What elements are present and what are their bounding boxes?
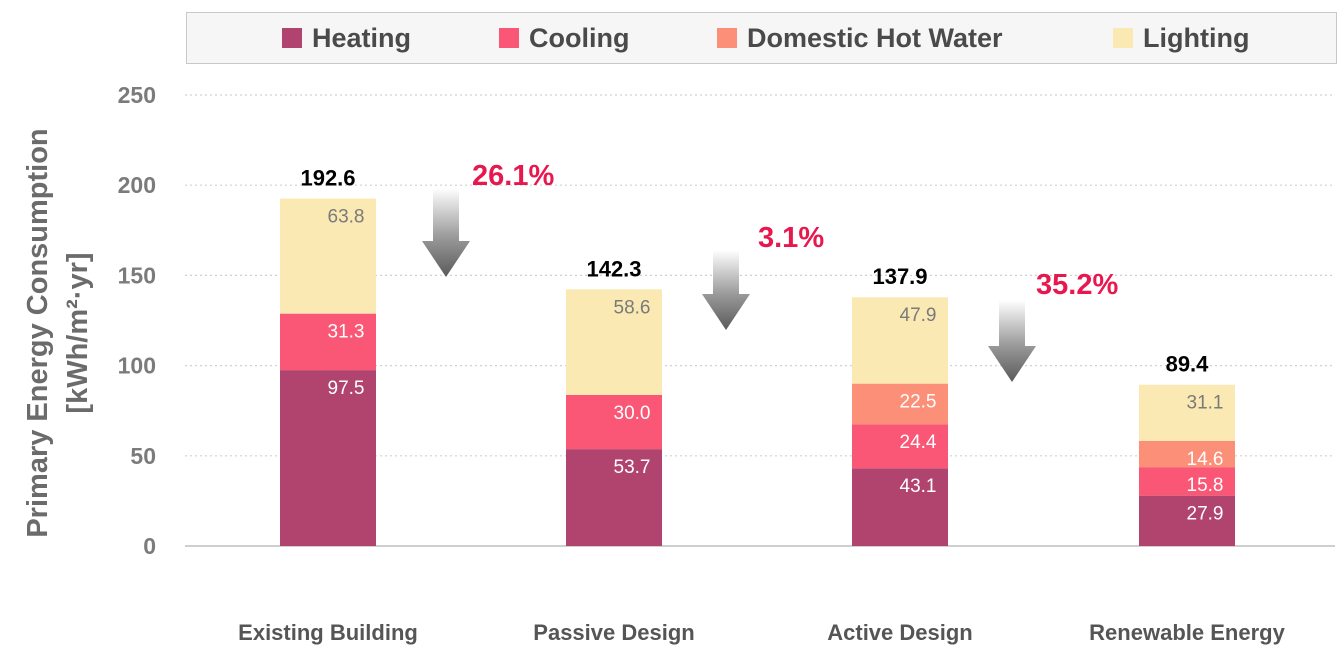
reduction-arrows: 26.1% 3.1% 35.2% [422,160,1118,382]
bar-stack: 53.7 30.0 58.6 142.3 [566,256,662,546]
bar-segment [566,449,662,546]
data-label: 14.6 [1187,449,1224,470]
total-label: 89.4 [1166,352,1210,377]
bars: 97.5 31.3 63.8 192.6 53.7 30.0 58.6 142.3 43.1 24… [280,166,1235,546]
bar-segment [566,395,662,450]
data-label: 58.6 [614,297,651,318]
down-arrow-icon [988,300,1036,382]
data-label: 27.9 [1187,504,1224,525]
bar-segment [566,289,662,396]
data-label: 15.8 [1187,475,1224,496]
bar-segment [1139,467,1235,496]
legend-swatch-lighting [1113,28,1133,48]
legend-label-cooling: Cooling [529,22,630,53]
legend: Heating Cooling Domestic Hot Water Light… [186,12,1337,64]
x-tick-label: Passive Design [533,620,694,645]
x-tick-label: Existing Building [238,620,418,645]
reduction-label: 3.1% [758,222,824,254]
legend-label-lighting: Lighting [1143,22,1250,53]
bar-segment [852,424,948,469]
data-label: 31.3 [328,322,365,343]
data-label: 43.1 [900,476,937,497]
legend-swatch-cooling [499,28,519,48]
down-arrow-icon [422,188,470,277]
bar-segment [1139,495,1235,546]
legend-swatch-domestic-hot-water [717,28,737,48]
y-axis-title-line1: Primary Energy Consumption [22,128,54,538]
reduction-arrow-group: 3.1% [702,222,824,330]
data-label: 47.9 [900,305,937,326]
reduction-arrow-group: 35.2% [988,269,1118,382]
data-label: 31.1 [1187,393,1224,414]
bar-segment [1139,440,1235,468]
legend-label-heating: Heating [312,22,412,53]
bar-segment [1139,384,1235,441]
bar-stack: 27.9 15.8 14.6 31.1 89.4 [1139,352,1235,546]
bar-segment [852,468,948,546]
data-label: 30.0 [614,403,651,424]
down-arrow-icon [702,250,750,330]
total-label: 192.6 [300,166,355,191]
bar-stack: 43.1 24.4 22.5 47.9 137.9 [852,264,948,546]
y-tick-label: 100 [118,353,156,379]
legend-item-domestic-hot-water: Domestic Hot Water [717,23,1003,53]
bar-segment [852,383,948,425]
y-tick-label: 150 [118,262,156,288]
bar-segment [280,198,376,314]
total-label: 142.3 [586,256,641,281]
y-tick-label: 250 [118,82,156,108]
reduction-label: 35.2% [1036,269,1118,301]
bar-segment [280,313,376,371]
x-tick-label: Active Design [827,620,973,645]
data-label: 97.5 [328,378,365,399]
x-tick-label: Renewable Energy [1089,620,1285,645]
y-tick-label: 200 [118,172,156,198]
y-axis-title: Primary Energy Consumption [kWh/m²·yr] [18,128,98,537]
data-label: 63.8 [328,207,365,228]
legend-item-lighting: Lighting [1113,23,1249,53]
x-axis-labels: Existing Building Passive Design Active De… [238,620,1285,645]
legend-label-domestic-hot-water: Domestic Hot Water [747,22,1003,53]
reduction-arrow-group: 26.1% [422,160,554,277]
y-axis-title-line2: [kWh/m²·yr] [62,252,94,414]
legend-item-cooling: Cooling [499,23,629,53]
data-label: 53.7 [614,457,651,478]
bar-segment [852,297,948,384]
reduction-label: 26.1% [472,160,554,192]
data-label: 22.5 [900,392,937,413]
y-axis-ticks: 0 50 100 150 200 250 [118,82,156,559]
data-label: 24.4 [900,432,937,453]
bar-stack: 97.5 31.3 63.8 192.6 [280,166,376,546]
y-tick-label: 0 [143,533,156,559]
legend-item-heating: Heating [282,23,411,53]
y-tick-label: 50 [130,443,156,469]
total-label: 137.9 [872,264,927,289]
legend-swatch-heating [282,28,302,48]
bar-segment [280,370,376,546]
